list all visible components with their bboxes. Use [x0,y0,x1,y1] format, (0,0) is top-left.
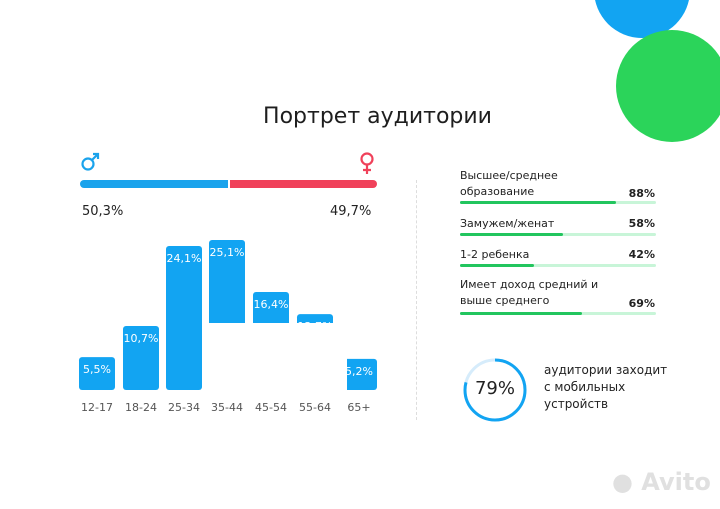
category-label: 45-54 [255,401,287,414]
bar-value-label: 25,1% [210,246,245,259]
bar-value-label: 5,5% [83,363,111,376]
male-symbol-icon [81,152,100,171]
category-label: 18-24 [125,401,157,414]
stat-value: 69% [628,297,655,310]
category-label: 35-44 [211,401,243,414]
bar-25-34 [166,245,202,390]
male-share-bar [80,180,229,188]
stat-value: 42% [628,248,655,261]
stat-value: 88% [628,187,655,200]
stat-progress-fill [460,201,616,204]
mobile-caption: аудитории заходит с мобильных устройств [544,363,668,411]
category-label: 55-64 [299,401,331,414]
avito-watermark: ● Avito [612,468,711,496]
stat-label: 1-2 ребенка [460,248,530,261]
bar-65+ [341,358,377,390]
stat-progress-fill [460,233,563,236]
bar-12-17 [79,357,115,390]
category-label: 25-34 [168,401,200,414]
stat-progress-fill [460,264,535,267]
bar-18-24 [123,326,159,390]
female-symbol-icon [360,152,374,174]
mobile-progress-ring [463,358,527,422]
stat-progress-track [460,312,656,315]
mobile-percent: 79% [474,378,515,399]
stat-progress-fill [460,312,583,315]
stat-progress-track [460,264,656,267]
bar-value-label: 5,2% [345,365,373,378]
bar-value-label: 16,4% [254,298,289,311]
stat-progress-track [460,201,656,204]
stat-label: Замужем/женат [460,217,555,230]
stat-label: Высшее/среднее образование [460,169,558,198]
decor-green-circle [616,30,720,142]
bar-value-label: 24,1% [167,252,202,265]
category-label: 12-17 [81,401,113,414]
category-label: 65+ [347,401,370,414]
page-title: Портрет аудитории [263,104,492,129]
bar-value-label: 10,7% [124,332,159,345]
age-bar-chart: 5,5% 12-17 10,7% 18-24 24,1% 25-34 25,1% 35-44 1… [79,240,377,414]
stat-progress-track [460,233,656,236]
stat-value: 58% [628,217,655,230]
occlusion-patch [205,323,347,392]
female-percent: 49,7% [330,204,372,219]
female-share-bar [230,180,377,188]
male-percent: 50,3% [82,204,124,219]
stat-label: Имеет доход средний и выше среднего [460,278,599,307]
divider [416,180,417,420]
